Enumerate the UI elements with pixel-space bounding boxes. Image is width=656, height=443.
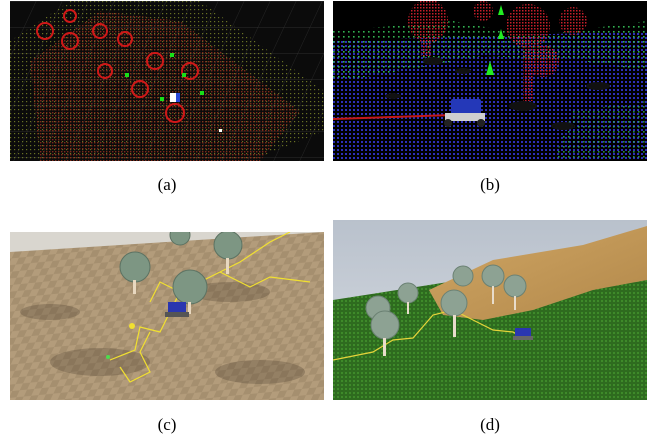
panel-a-image [10,1,324,161]
panel-d-image [333,220,647,400]
panel-b-image [333,1,647,161]
point-cloud-topdown-image [10,1,324,161]
caption-d: (d) [480,415,500,434]
tiled-terrain-simulation-image [10,232,324,400]
caption-a: (a) [157,175,177,194]
robot-icon [165,302,189,317]
robot-icon [444,99,485,127]
panel-c-image [10,232,324,400]
caption-c: (c) [157,415,177,434]
caption-b: (b) [480,175,500,194]
grass-terrain-simulation-image [333,220,647,400]
point-cloud-perspective-image [333,1,647,161]
robot-icon [513,328,533,340]
